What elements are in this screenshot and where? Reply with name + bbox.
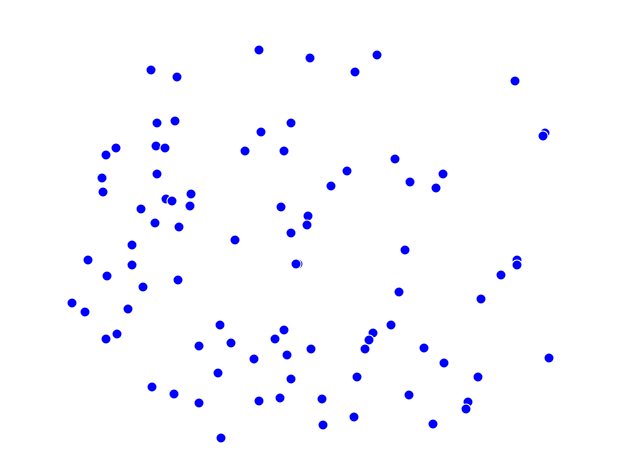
point (126, 239, 138, 251)
point (151, 117, 163, 129)
point (173, 221, 185, 233)
left-arc (52, 69, 221, 407)
point (151, 168, 163, 180)
point (285, 227, 297, 239)
point (404, 176, 416, 188)
point (543, 352, 555, 364)
point (509, 75, 521, 87)
point (385, 319, 397, 331)
point (511, 259, 523, 271)
point (225, 337, 237, 349)
point (253, 395, 265, 407)
point (393, 286, 405, 298)
point (371, 49, 383, 61)
point (146, 381, 158, 393)
point (472, 371, 484, 383)
point (150, 140, 162, 152)
left-goal-square (52, 227, 81, 249)
point (171, 71, 183, 83)
point (437, 168, 449, 180)
point (145, 64, 157, 76)
point (304, 52, 316, 64)
point (96, 172, 108, 184)
point (317, 419, 329, 431)
point (285, 373, 297, 385)
point (239, 145, 251, 157)
point (285, 117, 297, 129)
point (82, 254, 94, 266)
field-lines (52, 69, 588, 407)
point (349, 66, 361, 78)
point (281, 349, 293, 361)
point (97, 186, 109, 198)
point (418, 342, 430, 354)
point (248, 353, 260, 365)
point (172, 274, 184, 286)
point (66, 297, 78, 309)
goal-posts (52, 202, 588, 273)
point (278, 324, 290, 336)
point (135, 203, 147, 215)
point (302, 210, 314, 222)
point (193, 340, 205, 352)
point (229, 234, 241, 246)
point (253, 44, 265, 56)
point (269, 333, 281, 345)
point (184, 200, 196, 212)
point (149, 217, 161, 229)
point (215, 432, 227, 444)
point (79, 306, 91, 318)
point (348, 411, 360, 423)
point (359, 343, 371, 355)
point (100, 333, 112, 345)
point (399, 244, 411, 256)
point (460, 403, 472, 415)
point (212, 367, 224, 379)
right-goal-square (559, 227, 588, 249)
point (290, 258, 302, 270)
point (100, 149, 112, 161)
point (110, 142, 122, 154)
point (169, 115, 181, 127)
point (122, 303, 134, 315)
right-arc (419, 69, 588, 407)
point (137, 281, 149, 293)
point (278, 145, 290, 157)
point (274, 392, 286, 404)
point (126, 259, 138, 271)
point (341, 165, 353, 177)
point (166, 195, 178, 207)
point (363, 334, 375, 346)
point (214, 319, 226, 331)
point (305, 343, 317, 355)
point (351, 371, 363, 383)
point (403, 389, 415, 401)
point (430, 182, 442, 194)
point (255, 126, 267, 138)
point (325, 180, 337, 192)
point (185, 188, 197, 200)
point (301, 219, 313, 231)
points (66, 44, 555, 444)
point (389, 153, 401, 165)
point (159, 142, 171, 154)
point (537, 130, 549, 142)
point (427, 418, 439, 430)
point (438, 357, 450, 369)
point (111, 328, 123, 340)
point (193, 397, 205, 409)
point (495, 269, 507, 281)
point (275, 201, 287, 213)
point (168, 388, 180, 400)
point (475, 293, 487, 305)
point (101, 270, 113, 282)
point (316, 393, 328, 405)
